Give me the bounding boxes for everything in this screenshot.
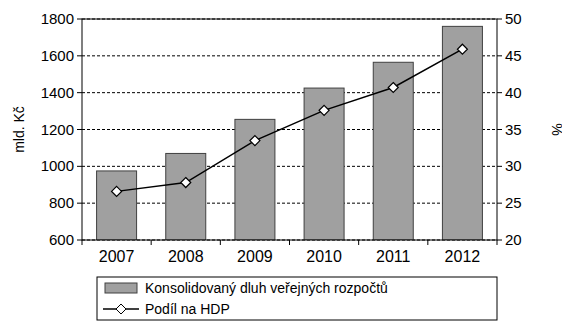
- tick-label: 1600: [41, 47, 74, 64]
- tick-mark: [77, 19, 82, 20]
- tick-mark: [497, 19, 502, 20]
- tick-mark: [497, 240, 502, 241]
- tick-mark: [77, 203, 82, 204]
- bar: [304, 88, 344, 240]
- tick-mark: [77, 240, 82, 241]
- tick-mark: [497, 203, 502, 204]
- category-label: 2008: [168, 248, 204, 265]
- plot-frame: [82, 19, 497, 240]
- legend-marker: [116, 304, 126, 314]
- marker: [457, 44, 467, 54]
- bar: [373, 62, 413, 240]
- chart-svg: 600 800 1000 1200 1400 1600 1800 20 25 30 35 40 45 50…: [0, 0, 562, 326]
- bar: [235, 119, 275, 240]
- marker: [388, 83, 398, 93]
- tick-label: 1400: [41, 84, 74, 101]
- tick-label: 600: [49, 231, 74, 248]
- tick-mark: [427, 240, 428, 245]
- category-label: 2007: [99, 248, 135, 265]
- legend-label: Konsolidovaný dluh veřejných rozpočtů: [145, 280, 388, 296]
- line: [117, 49, 463, 191]
- category-label: 2010: [306, 248, 342, 265]
- bar: [97, 171, 137, 240]
- tick-label: 20: [505, 231, 522, 248]
- axis-title: mld. Kč: [11, 106, 27, 153]
- grid-line: [82, 92, 497, 93]
- category-label: 2011: [376, 248, 411, 265]
- tick-mark: [358, 240, 359, 245]
- plot-marks: [97, 26, 483, 240]
- tick-mark: [82, 240, 83, 245]
- marker: [181, 178, 191, 188]
- axis-title: %: [549, 123, 562, 135]
- grid-line: [82, 129, 497, 130]
- marker: [319, 105, 329, 115]
- tick-label: 35: [505, 121, 522, 138]
- category-label: 2009: [237, 248, 273, 265]
- category-label: 2012: [445, 248, 481, 265]
- tick-label: 1800: [41, 10, 74, 27]
- grid-line: [82, 166, 497, 167]
- grid-line: [82, 55, 497, 56]
- tick-label: 800: [49, 194, 74, 211]
- tick-mark: [77, 55, 82, 56]
- legend-label: Podíl na HDP: [145, 301, 230, 317]
- tick-mark: [151, 240, 152, 245]
- tick-mark: [497, 166, 502, 167]
- tick-mark: [77, 129, 82, 130]
- tick-mark: [497, 55, 502, 56]
- grid-line: [82, 203, 497, 204]
- tick-mark: [497, 92, 502, 93]
- legend-swatch: [105, 283, 137, 293]
- tick-mark: [77, 166, 82, 167]
- bar: [442, 26, 482, 240]
- tick-label: 30: [505, 157, 522, 174]
- tick-mark: [220, 240, 221, 245]
- chart-container: 600 800 1000 1200 1400 1600 1800 20 25 30 35 40 45 50…: [0, 0, 562, 326]
- tick-label: 1200: [41, 121, 74, 138]
- tick-label: 1000: [41, 157, 74, 174]
- marker: [250, 136, 260, 146]
- tick-label: 25: [505, 194, 522, 211]
- tick-mark: [497, 240, 498, 245]
- tick-label: 45: [505, 47, 522, 64]
- tick-mark: [77, 92, 82, 93]
- legend-box: [97, 277, 497, 320]
- bar: [166, 153, 206, 240]
- tick-mark: [497, 129, 502, 130]
- marker: [112, 186, 122, 196]
- tick-mark: [289, 240, 290, 245]
- tick-label: 50: [505, 10, 522, 27]
- tick-label: 40: [505, 84, 522, 101]
